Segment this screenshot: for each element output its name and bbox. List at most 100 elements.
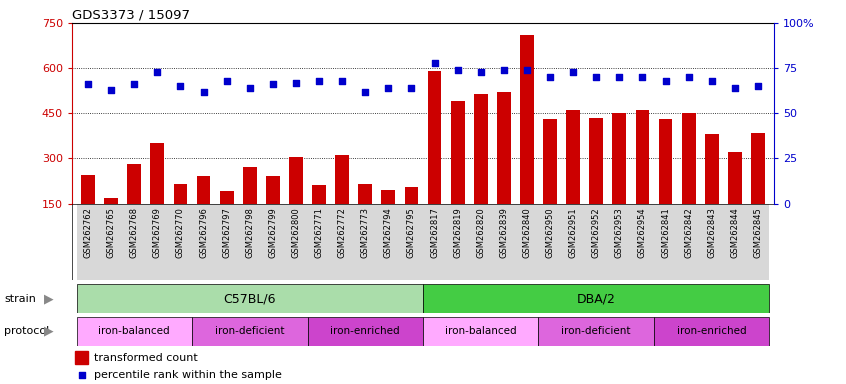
Text: GSM262771: GSM262771 (315, 207, 323, 258)
Bar (539, 317, 654, 346)
Bar (331, 204, 354, 280)
Text: GSM262845: GSM262845 (754, 207, 762, 258)
Bar (631, 204, 654, 280)
Bar (312, 185, 326, 249)
Bar (470, 204, 492, 280)
Text: GDS3373 / 15097: GDS3373 / 15097 (72, 9, 190, 22)
Bar (677, 204, 700, 280)
Bar (75, 351, 88, 364)
Bar (382, 190, 395, 249)
Point (705, 78, 718, 84)
Text: GSM262839: GSM262839 (499, 207, 508, 258)
Bar (307, 204, 331, 280)
Bar (359, 184, 372, 249)
Bar (400, 204, 423, 280)
Text: ▶: ▶ (44, 292, 53, 305)
Text: GSM262843: GSM262843 (707, 207, 717, 258)
Bar (607, 204, 631, 280)
Text: GSM262768: GSM262768 (129, 207, 139, 258)
Text: C57BL/6: C57BL/6 (223, 292, 276, 305)
Bar (81, 175, 95, 249)
Bar (404, 187, 419, 249)
Text: GSM262844: GSM262844 (730, 207, 739, 258)
Bar (423, 204, 446, 280)
Text: GSM262951: GSM262951 (569, 207, 578, 258)
Point (312, 78, 326, 84)
Text: GSM262772: GSM262772 (338, 207, 347, 258)
Bar (151, 143, 164, 249)
Point (81, 81, 95, 88)
Text: GSM262953: GSM262953 (615, 207, 624, 258)
Point (243, 85, 256, 91)
Bar (539, 204, 562, 280)
Text: iron-enriched: iron-enriched (331, 326, 400, 336)
Text: GSM262795: GSM262795 (407, 207, 416, 258)
Bar (751, 133, 765, 249)
Point (682, 74, 695, 80)
Bar (446, 204, 470, 280)
Text: DBA/2: DBA/2 (577, 292, 616, 305)
Bar (635, 110, 650, 249)
Bar (128, 164, 141, 249)
Text: percentile rank within the sample: percentile rank within the sample (95, 370, 283, 380)
Bar (215, 204, 239, 280)
Point (451, 67, 464, 73)
Bar (497, 92, 511, 249)
Point (428, 60, 442, 66)
Bar (261, 204, 284, 280)
Text: iron-enriched: iron-enriched (677, 326, 746, 336)
Point (220, 78, 233, 84)
Bar (335, 156, 349, 249)
Text: GSM262765: GSM262765 (107, 207, 116, 258)
Point (474, 69, 487, 75)
Text: GSM262800: GSM262800 (292, 207, 300, 258)
Text: strain: strain (4, 294, 36, 304)
Bar (289, 157, 303, 249)
Bar (173, 184, 188, 249)
Bar (192, 204, 215, 280)
Bar (169, 204, 192, 280)
Point (497, 67, 511, 73)
Point (404, 85, 418, 91)
Bar (123, 204, 146, 280)
Text: GSM262796: GSM262796 (199, 207, 208, 258)
Point (75, 372, 89, 378)
Text: transformed count: transformed count (95, 353, 198, 363)
Point (128, 81, 141, 88)
Text: GSM262798: GSM262798 (245, 207, 255, 258)
Point (613, 74, 626, 80)
Bar (492, 204, 515, 280)
Point (173, 83, 187, 89)
Point (659, 78, 673, 84)
Bar (239, 204, 261, 280)
Bar (585, 204, 607, 280)
Bar (307, 317, 423, 346)
Bar (700, 204, 723, 280)
Bar (520, 35, 534, 249)
Bar (658, 119, 673, 249)
Bar (654, 317, 770, 346)
Bar (354, 204, 376, 280)
Point (566, 69, 580, 75)
Text: protocol: protocol (4, 326, 49, 336)
Bar (100, 204, 123, 280)
Bar (562, 204, 585, 280)
Bar (76, 284, 423, 313)
Bar (284, 204, 307, 280)
Bar (104, 198, 118, 249)
Text: GSM262762: GSM262762 (84, 207, 92, 258)
Text: GSM262954: GSM262954 (638, 207, 647, 258)
Point (728, 85, 742, 91)
Text: iron-balanced: iron-balanced (445, 326, 517, 336)
Bar (566, 110, 580, 249)
Bar (423, 317, 539, 346)
Bar (427, 71, 442, 249)
Text: GSM262797: GSM262797 (222, 207, 231, 258)
Text: GSM262841: GSM262841 (661, 207, 670, 258)
Text: iron-balanced: iron-balanced (98, 326, 170, 336)
Point (266, 81, 280, 88)
Bar (543, 119, 557, 249)
Text: GSM262840: GSM262840 (523, 207, 531, 258)
Point (543, 74, 557, 80)
Point (751, 83, 765, 89)
